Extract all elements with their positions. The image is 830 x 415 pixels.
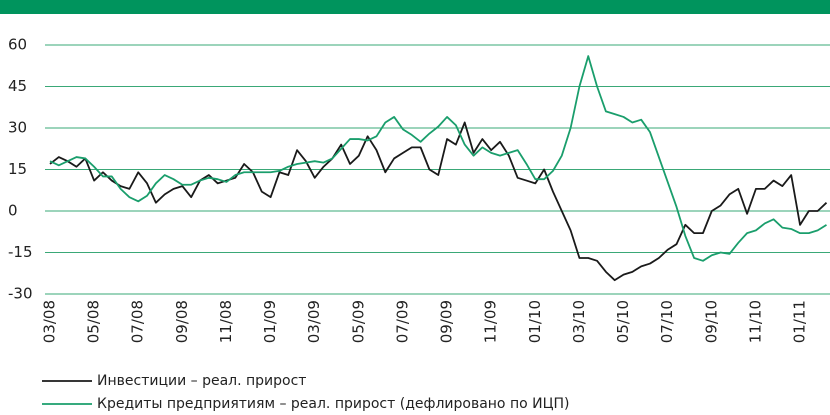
x-tick-label: 07/08	[129, 300, 147, 343]
x-tick-label: 11/08	[217, 300, 235, 343]
plot-area: -30 -15 0 15 30 45 60 03/08 05/08 07/08 09/08 11/08…	[8, 36, 830, 343]
x-tick-label: 05/08	[85, 300, 103, 343]
x-tick-label: 09/09	[438, 300, 456, 343]
x-tick-label: 03/08	[41, 300, 59, 343]
x-tick-label: 01/11	[791, 300, 809, 343]
x-tick-label: 07/10	[658, 300, 676, 343]
series-line	[49, 121, 828, 282]
x-tick-label: 03/09	[305, 300, 323, 343]
y-tick-label: 30	[8, 119, 27, 137]
x-tick-label: 11/09	[482, 300, 500, 343]
y-tick-label: -30	[8, 285, 33, 303]
y-tick-label: 60	[8, 36, 27, 54]
x-tick-label: 09/08	[173, 300, 191, 343]
x-tick-label: 07/09	[393, 300, 411, 343]
y-tick-label: 15	[8, 160, 27, 178]
x-tick-label: 03/10	[570, 300, 588, 343]
x-tick-label: 01/10	[526, 300, 544, 343]
series-line	[49, 55, 827, 262]
legend-label: Инвестиции – реал. прирост	[97, 373, 306, 389]
legend: Инвестиции – реал. прирост Кредиты предпр…	[42, 373, 569, 412]
y-tick-label: 45	[8, 77, 27, 95]
x-tick-label: 11/10	[746, 300, 764, 343]
y-tick-label: 0	[8, 202, 18, 220]
legend-label: Кредиты предприятиям – реал. прирост (де…	[97, 396, 569, 412]
x-tick-label: 01/09	[261, 300, 279, 343]
x-tick-label: 09/10	[702, 300, 720, 343]
y-tick-label: -15	[8, 243, 33, 261]
header-bar	[0, 0, 830, 14]
x-tick-label: 05/10	[614, 300, 632, 343]
x-tick-label: 05/09	[349, 300, 367, 343]
